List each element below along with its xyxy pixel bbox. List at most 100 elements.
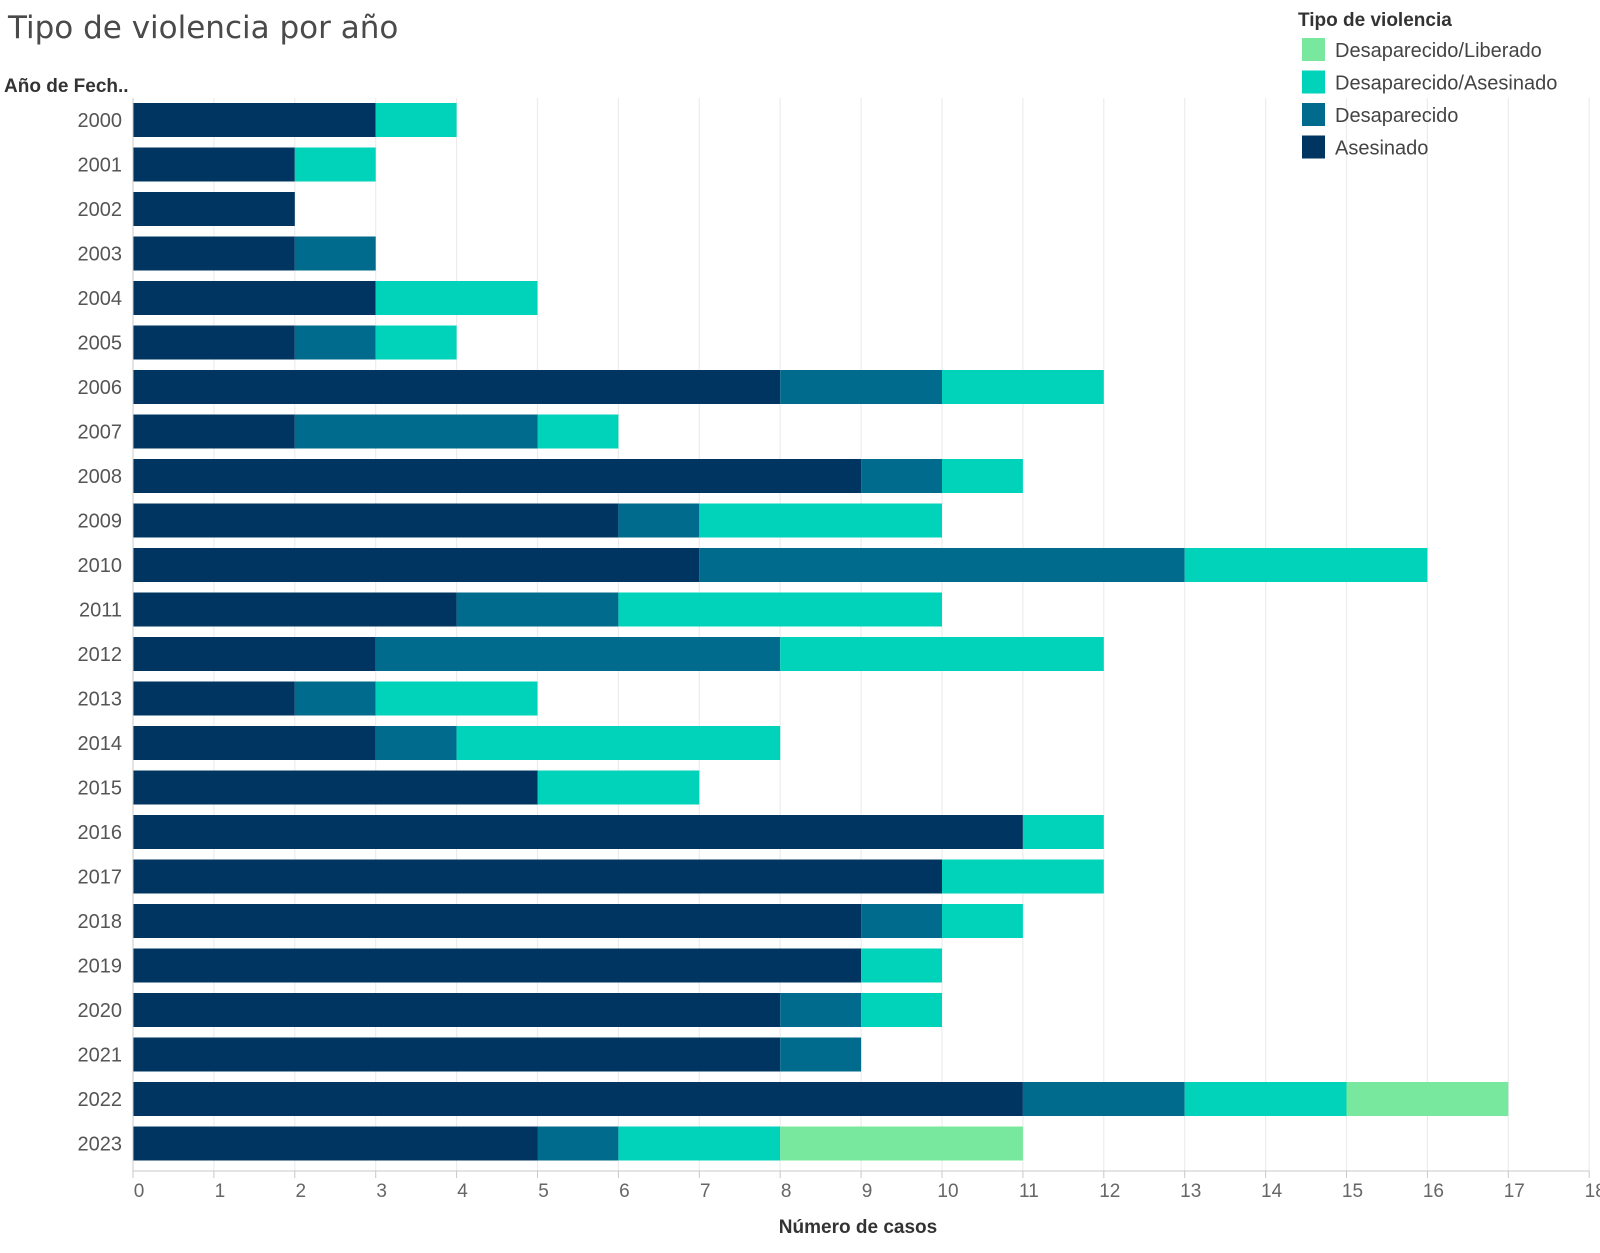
legend-label: Desaparecido xyxy=(1335,105,1458,127)
year-label: 2021 xyxy=(78,1045,123,1067)
bar-segment xyxy=(294,414,538,449)
year-label: 2023 xyxy=(78,1134,123,1156)
year-label: 2005 xyxy=(78,333,123,355)
bar-segment xyxy=(375,637,781,671)
x-tick-label: 2 xyxy=(296,1181,307,1202)
bar-segment xyxy=(537,770,700,805)
year-label: 2003 xyxy=(78,244,123,266)
x-tick-label: 14 xyxy=(1261,1181,1283,1202)
bar-segment xyxy=(294,236,376,271)
legend-swatch xyxy=(1302,135,1325,159)
bar-segment xyxy=(375,325,457,360)
bar-segment xyxy=(861,459,942,493)
x-tick-label: 17 xyxy=(1504,1181,1525,1202)
bar-segment xyxy=(133,459,862,493)
year-label: 2000 xyxy=(78,110,123,132)
bar-segment xyxy=(133,414,295,449)
legend-label: Desaparecido/Liberado xyxy=(1335,40,1542,62)
x-tick-label: 4 xyxy=(457,1181,468,1202)
x-tick-label: 7 xyxy=(700,1181,711,1202)
bar-segment xyxy=(375,281,538,315)
year-label: 2022 xyxy=(78,1089,123,1111)
bar-segment xyxy=(780,993,862,1027)
legend: Tipo de violencia Desaparecido/Liberado D… xyxy=(1298,10,1557,160)
x-tick-label: 15 xyxy=(1342,1181,1363,1202)
legend-label: Desaparecido/Asesinado xyxy=(1335,73,1557,95)
x-axis: 0123456789101112131415161718 xyxy=(132,98,1600,1202)
x-tick-label: 1 xyxy=(215,1181,226,1202)
year-label: 2013 xyxy=(78,689,123,711)
bar-segment xyxy=(133,859,942,894)
bar-segment xyxy=(456,726,781,760)
bar-segment xyxy=(133,1126,538,1161)
year-label: 2001 xyxy=(78,155,123,177)
bar-segment xyxy=(375,681,538,716)
bar-segment xyxy=(780,1126,1023,1161)
bar-segment xyxy=(942,459,1023,493)
legend-label: Asesinado xyxy=(1335,138,1428,160)
x-tick-label: 8 xyxy=(781,1181,792,1202)
year-label: 2007 xyxy=(78,422,123,444)
year-label: 2012 xyxy=(78,644,123,666)
gridlines xyxy=(213,98,1590,1171)
year-label: 2008 xyxy=(78,466,123,488)
bar-segment xyxy=(1346,1082,1509,1116)
x-tick-label: 11 xyxy=(1019,1181,1039,1202)
bar-segment xyxy=(618,592,942,627)
x-tick-label: 3 xyxy=(376,1181,387,1202)
bar-segment xyxy=(375,726,457,760)
x-tick-label: 10 xyxy=(937,1181,958,1202)
bar-segment xyxy=(133,103,376,137)
bar-segment xyxy=(294,147,376,182)
bar-segment xyxy=(456,592,619,627)
bar-segment xyxy=(133,637,376,671)
x-tick-label: 6 xyxy=(619,1181,630,1202)
bar-segment xyxy=(780,637,1104,671)
bar-segment xyxy=(294,681,376,716)
bar-segment xyxy=(133,281,376,315)
bar-segment xyxy=(133,1082,1023,1116)
bar-segment xyxy=(133,681,295,716)
bar-segment xyxy=(942,904,1023,938)
bar-segment xyxy=(1184,548,1428,582)
bar-segment xyxy=(780,1037,862,1072)
bar-segment xyxy=(133,236,295,271)
bar-segment xyxy=(133,1037,781,1072)
year-label: 2016 xyxy=(78,822,123,844)
bar-segment xyxy=(537,414,619,449)
bars xyxy=(133,103,1509,1161)
bar-segment xyxy=(133,770,538,805)
year-label: 2014 xyxy=(78,733,123,755)
bar-segment xyxy=(780,370,942,404)
bar-segment xyxy=(133,147,295,182)
bar-segment xyxy=(699,503,942,538)
bar-segment xyxy=(133,904,862,938)
year-label: 2004 xyxy=(78,288,123,310)
row-header: Año de Fech.. xyxy=(4,76,129,97)
year-label: 2018 xyxy=(78,911,123,933)
bar-segment xyxy=(133,948,862,983)
bar-segment xyxy=(1022,1082,1185,1116)
bar-segment xyxy=(861,948,942,983)
bar-segment xyxy=(133,503,619,538)
x-tick-label: 12 xyxy=(1099,1181,1120,1202)
bar-segment xyxy=(942,859,1104,894)
year-label: 2002 xyxy=(78,199,123,221)
bar-segment xyxy=(618,1126,781,1161)
legend-swatch xyxy=(1302,38,1325,61)
chart-title: Tipo de violencia por año xyxy=(7,10,398,46)
bar-segment xyxy=(133,592,457,627)
bar-segment xyxy=(133,726,376,760)
x-tick-label: 0 xyxy=(134,1181,145,1202)
year-label: 2006 xyxy=(78,377,123,399)
year-label: 2020 xyxy=(78,1000,123,1022)
year-labels: 2000 2001 2002 2003 2004 2005 2006 2007 2008 2009… xyxy=(78,110,123,1156)
bar-segment xyxy=(133,548,700,582)
legend-swatch xyxy=(1302,70,1325,94)
bar-segment xyxy=(133,815,1023,849)
bar-segment xyxy=(375,103,457,137)
year-label: 2010 xyxy=(78,555,123,577)
x-axis-title: Número de casos xyxy=(779,1217,937,1238)
bar-segment xyxy=(133,370,781,404)
